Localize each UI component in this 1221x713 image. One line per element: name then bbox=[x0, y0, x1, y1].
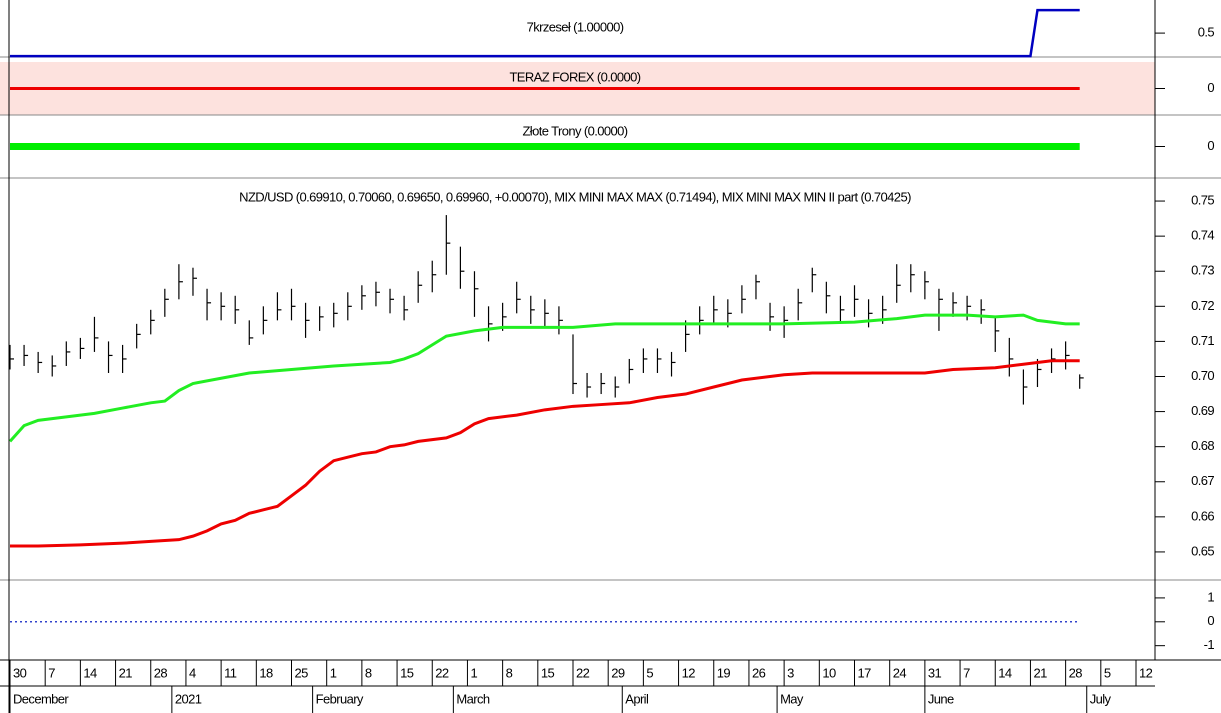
y-tick-label: 0.75 bbox=[1191, 192, 1214, 207]
x-tick-label: 11 bbox=[224, 665, 237, 680]
x-tick-label: 4 bbox=[189, 665, 196, 680]
x-tick-label: 29 bbox=[611, 665, 625, 680]
x-tick-label: 21 bbox=[119, 665, 133, 680]
y-tick-label: 0.67 bbox=[1191, 473, 1214, 488]
x-tick-label: 5 bbox=[1104, 665, 1111, 680]
x-tick-label: 5 bbox=[646, 665, 653, 680]
x-tick-label: 15 bbox=[541, 665, 555, 680]
x-tick-label: 17 bbox=[858, 665, 872, 680]
x-tick-label: 24 bbox=[893, 665, 907, 680]
y-tick-label: 0.65 bbox=[1191, 543, 1214, 558]
month-label: April bbox=[625, 691, 649, 706]
y-tick-label: 0 bbox=[1207, 138, 1214, 153]
y-tick-label: 0.68 bbox=[1191, 438, 1214, 453]
y-tick-label: 0.71 bbox=[1191, 333, 1214, 348]
month-label: June bbox=[928, 691, 954, 706]
x-tick-label: 30 bbox=[13, 665, 27, 680]
x-tick-label: 15 bbox=[400, 665, 414, 680]
y-tick-label: 1 bbox=[1207, 589, 1214, 604]
line-series bbox=[10, 8, 1080, 58]
month-label: 2021 bbox=[175, 691, 202, 706]
x-tick-label: 18 bbox=[259, 665, 273, 680]
y-tick-label: 0 bbox=[1207, 80, 1214, 95]
month-label: February bbox=[316, 691, 364, 706]
x-tick-label: 14 bbox=[998, 665, 1012, 680]
x-tick-label: 7 bbox=[963, 665, 970, 680]
panel-title: TERAZ FOREX (0.0000) bbox=[509, 69, 640, 84]
x-tick-label: 25 bbox=[295, 665, 309, 680]
y-tick-label: 0.70 bbox=[1191, 368, 1214, 383]
x-tick-label: 1 bbox=[330, 665, 337, 680]
x-tick-label: 12 bbox=[682, 665, 696, 680]
y-tick-label: 0.66 bbox=[1191, 508, 1214, 523]
panel-title: 7krzeseł (1.00000) bbox=[527, 19, 624, 34]
x-tick-label: 12 bbox=[1139, 665, 1153, 680]
panel-title: Złote Trony (0.0000) bbox=[522, 123, 627, 138]
month-label: March bbox=[456, 691, 489, 706]
x-tick-label: 28 bbox=[1069, 665, 1083, 680]
x-tick-label: 8 bbox=[365, 665, 372, 680]
x-tick-label: 7 bbox=[48, 665, 55, 680]
x-tick-label: 28 bbox=[154, 665, 168, 680]
line-series bbox=[10, 359, 1080, 548]
x-tick-label: 22 bbox=[576, 665, 590, 680]
x-tick-label: 31 bbox=[928, 665, 942, 680]
x-tick-label: 21 bbox=[1033, 665, 1047, 680]
x-tick-label: 8 bbox=[506, 665, 513, 680]
line-series bbox=[8, 313, 1080, 443]
y-tick-label: 0.5 bbox=[1198, 25, 1215, 40]
y-tick-label: 0.73 bbox=[1191, 263, 1214, 278]
month-label: December bbox=[13, 691, 69, 706]
x-tick-label: 26 bbox=[752, 665, 766, 680]
x-tick-label: 22 bbox=[435, 665, 449, 680]
month-label: May bbox=[780, 691, 804, 706]
month-label: July bbox=[1090, 691, 1112, 706]
x-tick-label: 1 bbox=[470, 665, 477, 680]
y-tick-label: 0.74 bbox=[1191, 228, 1214, 243]
y-tick-label: -1 bbox=[1204, 637, 1215, 652]
y-tick-label: 0.72 bbox=[1191, 298, 1214, 313]
y-tick-label: 0.69 bbox=[1191, 403, 1214, 418]
panel-title: NZD/USD (0.69910, 0.70060, 0.69650, 0.69… bbox=[239, 189, 911, 204]
x-tick-label: 3 bbox=[787, 665, 794, 680]
x-tick-label: 10 bbox=[822, 665, 836, 680]
x-tick-label: 19 bbox=[717, 665, 731, 680]
x-tick-label: 14 bbox=[83, 665, 97, 680]
y-tick-label: 0 bbox=[1207, 613, 1214, 628]
